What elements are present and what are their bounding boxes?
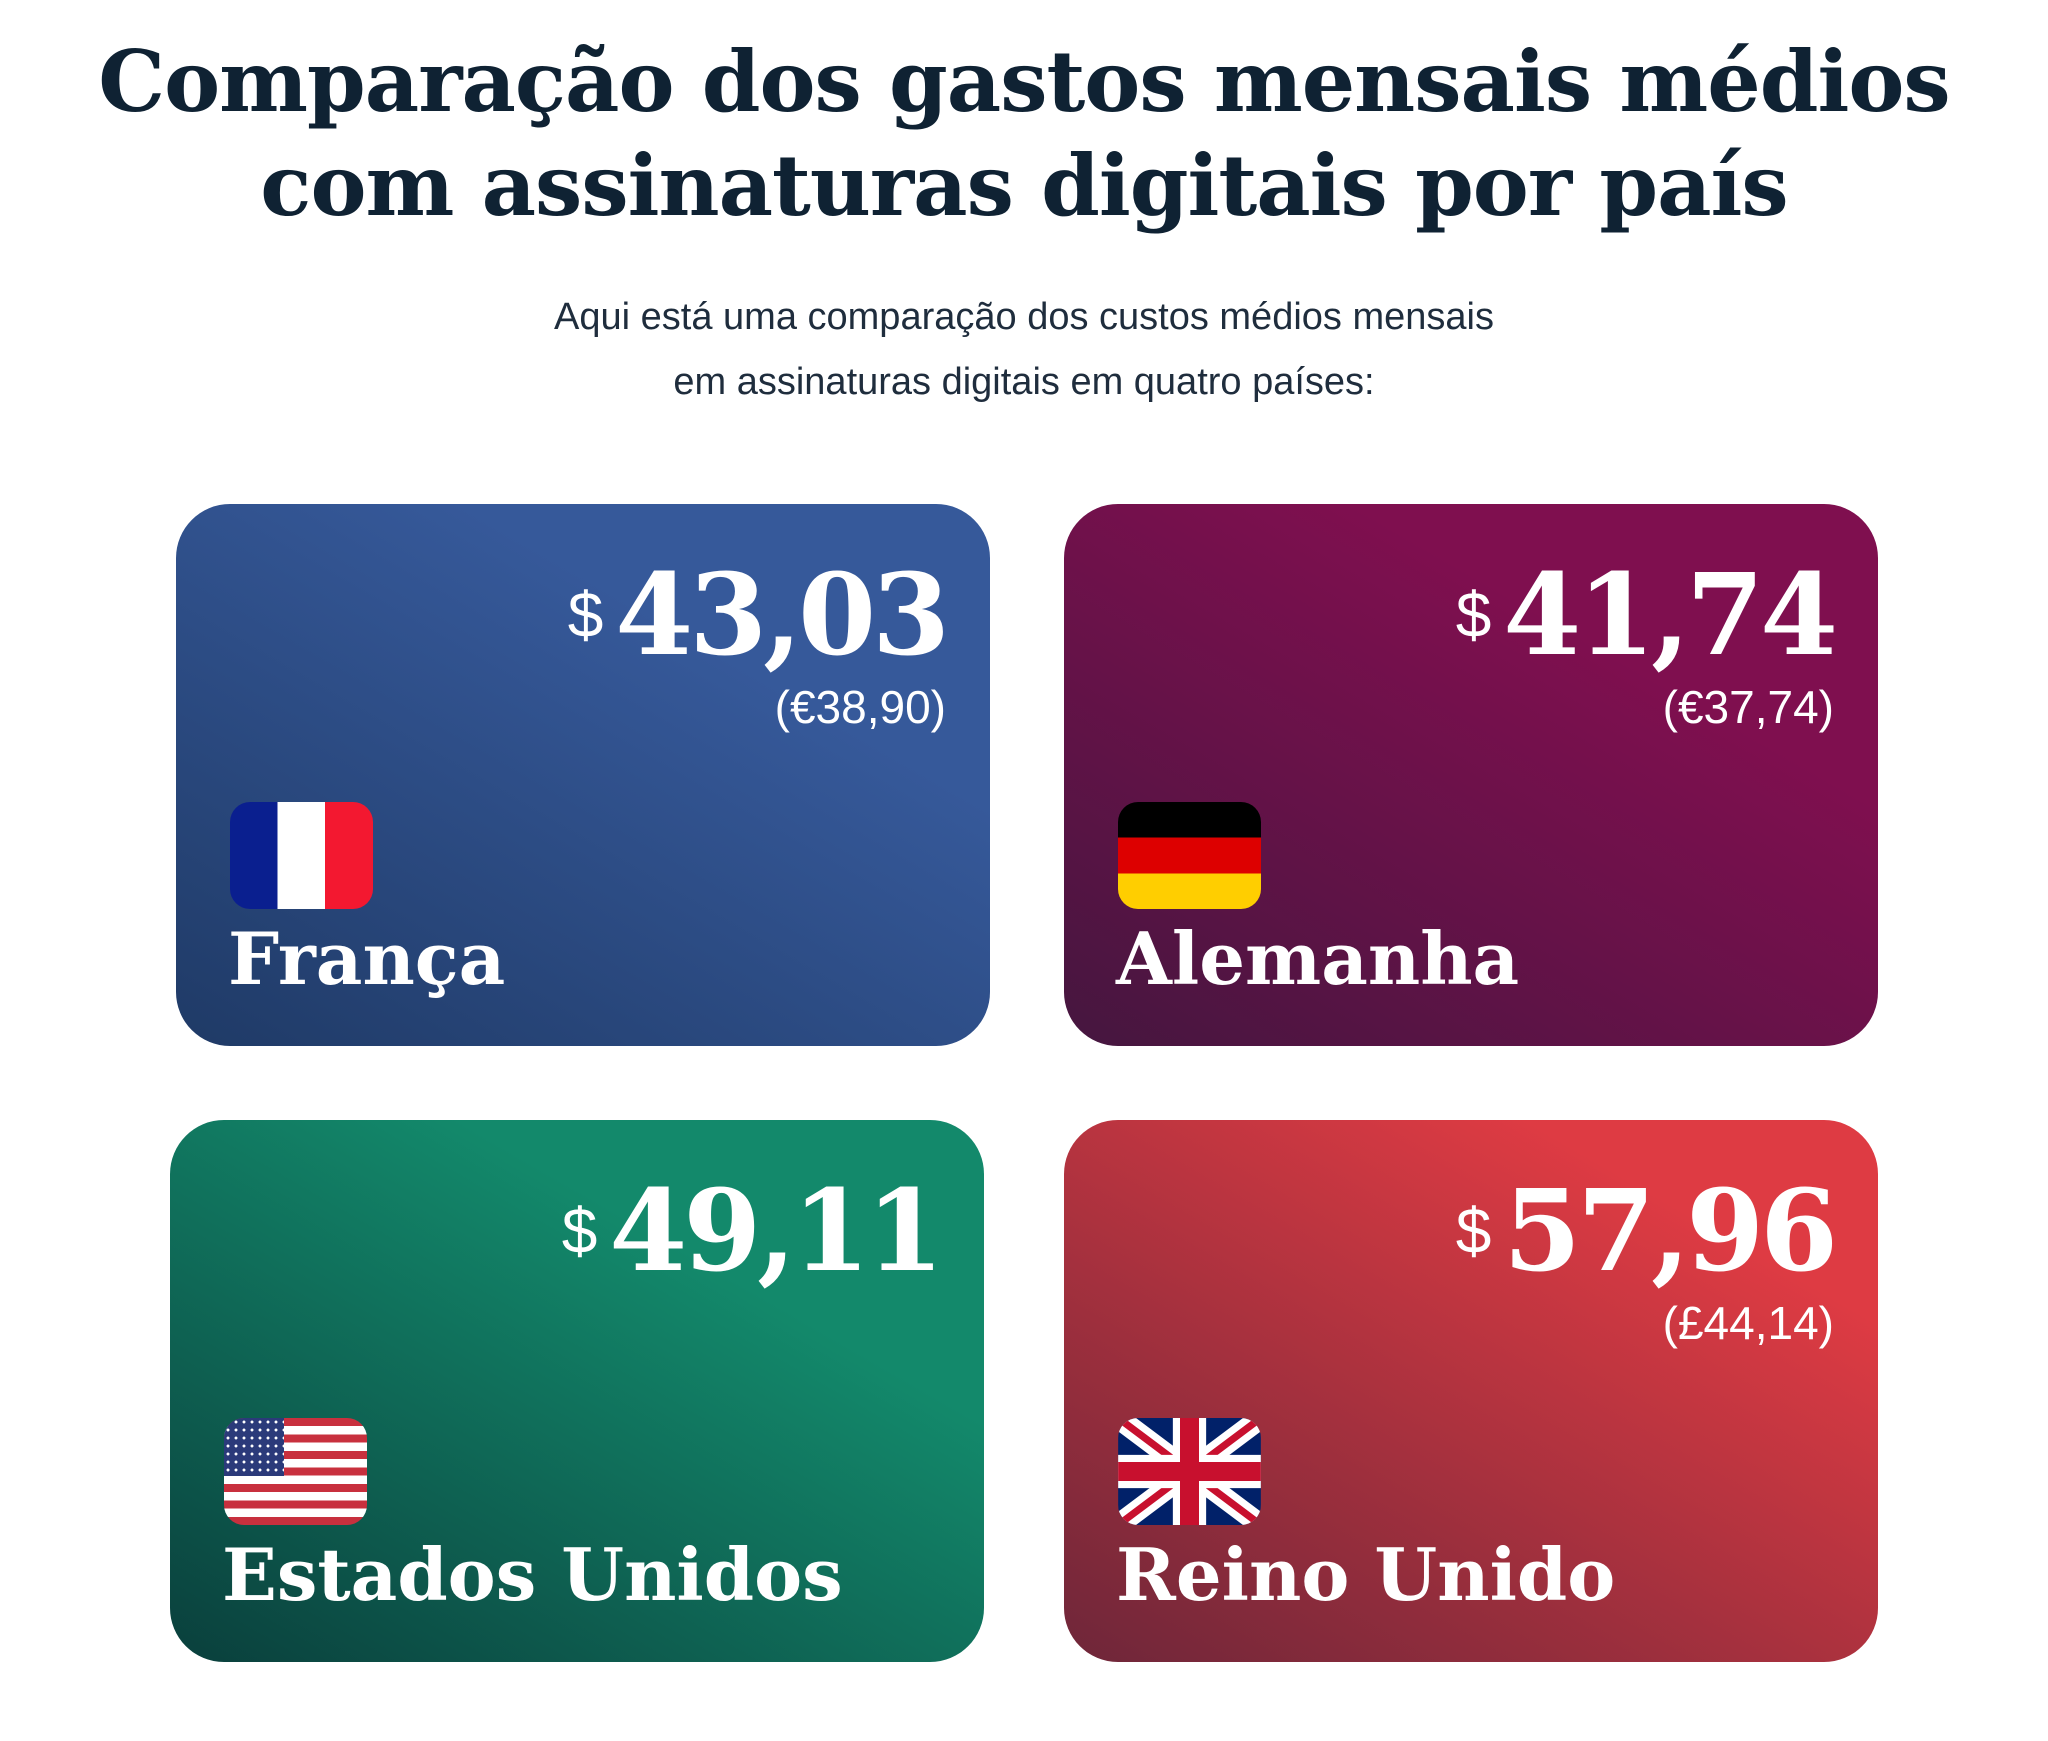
currency-symbol: $ — [1455, 1195, 1492, 1267]
price-amount: 57,96 — [1503, 1166, 1838, 1297]
local-price: (£44,14) — [1662, 1297, 1834, 1349]
card-uk: $57,96 (£44,14) Reino Unido — [1064, 1120, 1878, 1662]
germany-flag-icon — [1118, 802, 1261, 909]
card-germany: $41,74 (€37,74) Alemanha — [1064, 504, 1878, 1046]
country-name: Reino Unido — [1116, 1532, 1616, 1617]
local-price: (€38,90) — [774, 681, 946, 733]
country-name: França — [228, 916, 506, 1001]
local-price: (€37,74) — [1662, 681, 1834, 733]
usa-flag-icon — [224, 1418, 367, 1525]
subtitle-line-1: Aqui está uma comparação dos custos médi… — [554, 296, 1494, 338]
country-name: Estados Unidos — [222, 1532, 843, 1617]
price-amount: 41,74 — [1503, 550, 1838, 681]
france-flag-icon — [230, 802, 373, 909]
price-amount: 49,11 — [609, 1166, 944, 1297]
card-france: $43,03 (€38,90) França — [176, 504, 990, 1046]
title-line-1: Comparação dos gastos mensais médios — [98, 32, 1950, 131]
price-amount: 43,03 — [615, 550, 950, 681]
currency-symbol: $ — [1455, 579, 1492, 651]
currency-symbol: $ — [561, 1195, 598, 1267]
price: $41,74 — [1455, 550, 1838, 681]
price: $49,11 — [561, 1166, 944, 1297]
currency-symbol: $ — [567, 579, 604, 651]
price: $57,96 — [1455, 1166, 1838, 1297]
price: $43,03 — [567, 550, 950, 681]
title-line-2: com assinaturas digitais por país — [260, 136, 1788, 235]
country-name: Alemanha — [1116, 916, 1520, 1001]
card-usa: $49,11 Estados Unidos — [170, 1120, 984, 1662]
uk-flag-icon — [1118, 1418, 1261, 1525]
subtitle: Aqui está uma comparação dos custos médi… — [0, 285, 2048, 415]
subtitle-line-2: em assinaturas digitais em quatro países… — [673, 361, 1375, 403]
page-title: Comparação dos gastos mensais médios com… — [0, 30, 2048, 238]
